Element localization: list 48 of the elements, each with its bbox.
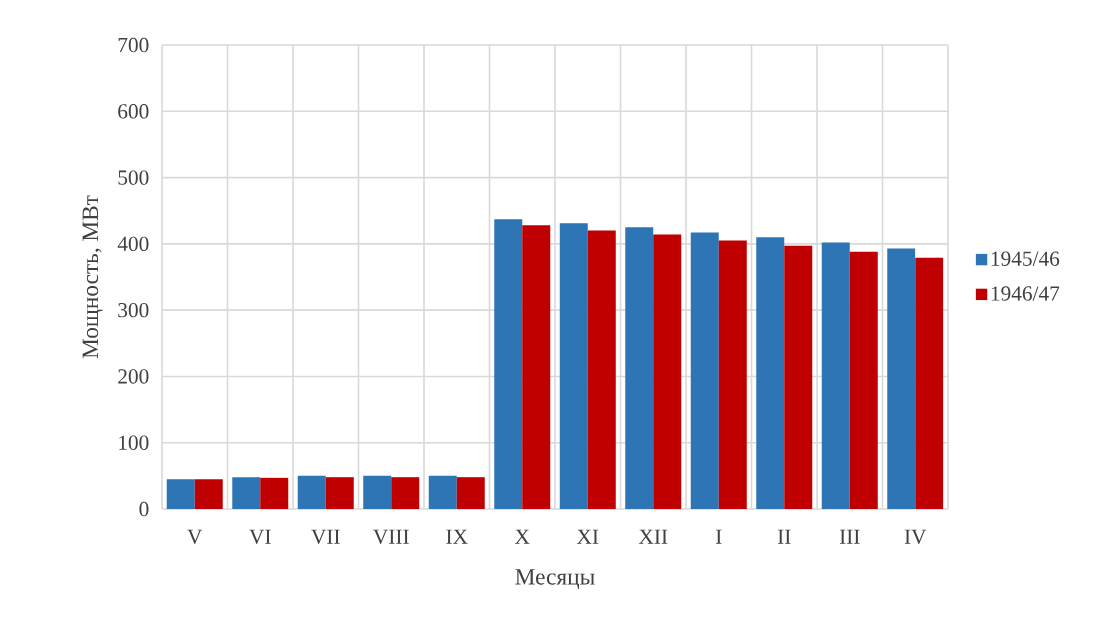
bar [625, 227, 654, 509]
legend-label: 1945/46 [991, 251, 1060, 266]
x-tick-label: VII [311, 529, 340, 544]
bar [456, 477, 485, 509]
x-tick-label: VI [249, 529, 271, 544]
x-tick-label: II [777, 529, 791, 544]
bar [784, 245, 813, 509]
bar [494, 219, 523, 509]
x-tick-label: I [715, 529, 722, 544]
x-tick-label: VIII [373, 529, 409, 544]
bar [653, 234, 682, 509]
y-tick-label: 600 [118, 104, 149, 119]
bar [887, 248, 916, 509]
bar [821, 242, 850, 509]
y-tick-label: 400 [117, 236, 149, 252]
bar [756, 237, 785, 509]
x-tick-label: XII [638, 529, 668, 544]
bar [587, 230, 616, 509]
x-axis-title: Месяцы [515, 569, 595, 589]
bar [391, 477, 420, 509]
x-tick-label: IX [446, 529, 468, 544]
y-tick-label: 200 [118, 369, 149, 384]
bar [297, 475, 326, 509]
y-axis-title: Мощность, МВт [82, 195, 103, 359]
x-tick-label: V [187, 529, 203, 544]
legend-label: 1946/47 [991, 286, 1060, 301]
bar [718, 240, 747, 509]
bar [166, 479, 195, 509]
bar [260, 477, 289, 509]
bar [559, 223, 588, 509]
y-tick-label: 500 [118, 170, 149, 185]
bar [363, 475, 392, 509]
bar [194, 479, 223, 509]
x-tick-label: III [839, 529, 860, 544]
x-tick-label: XI [576, 529, 599, 544]
bar [915, 257, 944, 509]
bar [522, 225, 551, 509]
y-tick-label: 300 [118, 302, 149, 318]
bar [849, 251, 878, 509]
y-tick-label: 100 [119, 435, 149, 450]
y-tick-label: 0 [139, 501, 149, 517]
y-tick-label: 700 [118, 37, 149, 53]
x-tick-label: IV [904, 529, 927, 544]
bar [325, 477, 354, 509]
bar [428, 475, 457, 509]
bar [232, 477, 261, 509]
bar [690, 232, 719, 509]
x-tick-label: X [515, 529, 530, 544]
